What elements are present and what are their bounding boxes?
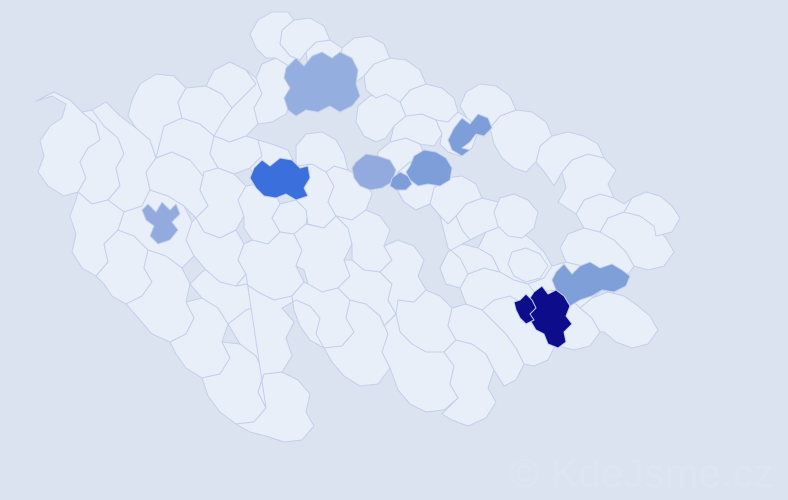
district-sumava-jih[interactable]	[235, 273, 325, 409]
district-highlight-brno-mesto[interactable]	[513, 293, 537, 325]
district-mlada-boleslav[interactable]	[295, 131, 349, 173]
district-znojmo[interactable]	[379, 313, 459, 413]
district-havlickuv-brod[interactable]	[379, 239, 427, 327]
district-highlight-north-bohemia[interactable]	[283, 51, 361, 117]
district-highlight-silesia[interactable]	[447, 113, 493, 157]
district-bruntal[interactable]	[535, 131, 605, 187]
district-highlight-west-bohemia[interactable]	[141, 201, 181, 245]
highlighted-district-layer	[141, 51, 631, 349]
district-highlight-central-bohemia[interactable]	[249, 157, 311, 201]
district-blansko[interactable]	[493, 193, 539, 239]
district-vsetin[interactable]	[579, 291, 659, 349]
watermark: © KdeJsme.cz	[509, 452, 774, 496]
district-highlight-east-bohemia-a[interactable]	[351, 153, 397, 191]
base-district-layer	[35, 11, 681, 443]
district-highlight-east-bohemia-b[interactable]	[389, 171, 413, 191]
district-highlight-north-moravia[interactable]	[405, 149, 453, 187]
district-vyskov[interactable]	[507, 247, 549, 283]
district-prachatice[interactable]	[169, 297, 231, 379]
